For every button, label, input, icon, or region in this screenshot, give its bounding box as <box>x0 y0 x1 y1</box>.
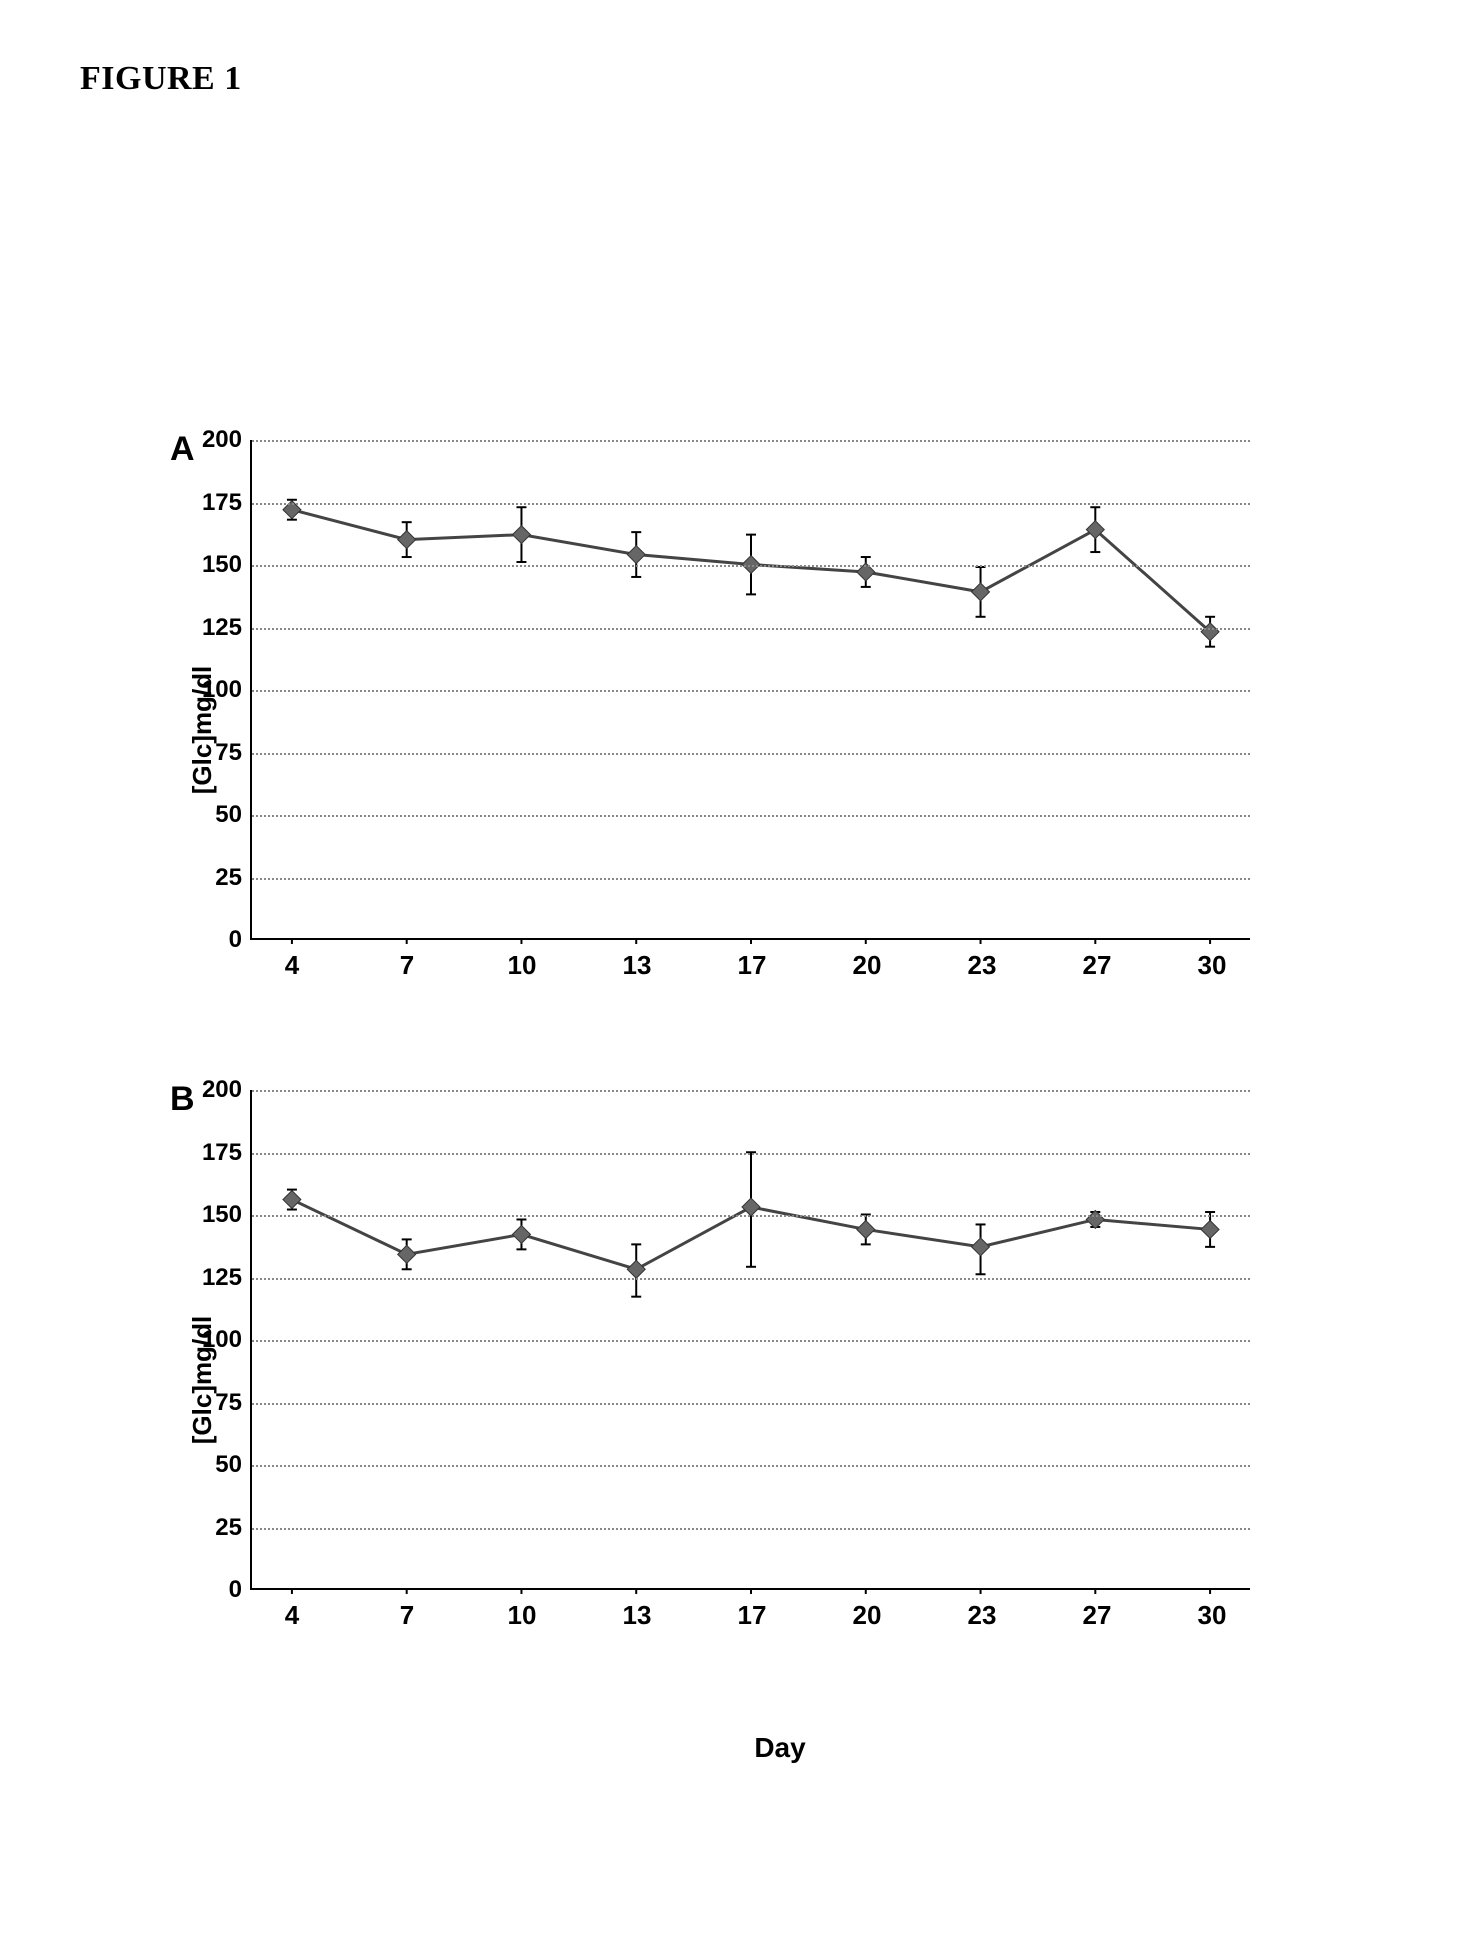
figure-page: FIGURE 1 A [Glc]mg/dl 025507510012515017… <box>0 0 1474 1946</box>
figure-title: FIGURE 1 <box>80 60 1414 98</box>
panel-label-b: B <box>170 1080 195 1119</box>
y-tick-label: 50 <box>215 1451 242 1479</box>
x-tick-label: 17 <box>738 1600 767 1631</box>
y-tick-label: 75 <box>215 739 242 767</box>
chart-svg-b <box>252 1090 1250 1588</box>
grid-line <box>252 1153 1250 1155</box>
grid-line <box>252 565 1250 567</box>
data-marker <box>857 1220 875 1238</box>
grid-line <box>252 503 1250 505</box>
y-tick-label: 200 <box>202 426 242 454</box>
chart-panel-b: B [Glc]mg/dl 025507510012515017520047101… <box>230 1090 1330 1670</box>
data-marker <box>742 1198 760 1216</box>
x-tick-label: 4 <box>285 950 299 981</box>
data-marker <box>1086 1211 1104 1229</box>
grid-line <box>252 1465 1250 1467</box>
x-tick-label: 23 <box>968 1600 997 1631</box>
data-marker <box>1201 1220 1219 1238</box>
data-marker <box>972 1238 990 1256</box>
y-tick-label: 25 <box>215 1514 242 1542</box>
y-tick-label: 150 <box>202 1201 242 1229</box>
grid-line <box>252 1090 1250 1092</box>
data-marker <box>512 526 530 544</box>
plot-area-a: 02550751001251501752004710131720232730 <box>250 440 1250 940</box>
x-tick-label: 20 <box>853 950 882 981</box>
x-tick-label: 30 <box>1198 950 1227 981</box>
grid-line <box>252 1403 1250 1405</box>
grid-line <box>252 1215 1250 1217</box>
x-tick-label: 20 <box>853 1600 882 1631</box>
plot-area-b: 02550751001251501752004710131720232730 <box>250 1090 1250 1590</box>
grid-line <box>252 878 1250 880</box>
y-tick-label: 100 <box>202 1326 242 1354</box>
chart-panel-a: A [Glc]mg/dl 025507510012515017520047101… <box>230 440 1330 1020</box>
x-tick-label: 27 <box>1083 950 1112 981</box>
y-tick-label: 75 <box>215 1389 242 1417</box>
x-tick-label: 4 <box>285 1600 299 1631</box>
grid-line <box>252 690 1250 692</box>
grid-line <box>252 753 1250 755</box>
x-tick-label: 13 <box>623 950 652 981</box>
chart-svg-a <box>252 440 1250 938</box>
grid-line <box>252 440 1250 442</box>
data-marker <box>398 531 416 549</box>
y-tick-label: 0 <box>229 1576 242 1604</box>
grid-line <box>252 1528 1250 1530</box>
y-tick-label: 0 <box>229 926 242 954</box>
data-marker <box>627 546 645 564</box>
x-tick-label: 7 <box>400 950 414 981</box>
x-tick-label: 23 <box>968 950 997 981</box>
y-tick-label: 125 <box>202 614 242 642</box>
panel-label-a: A <box>170 430 195 469</box>
x-tick-label: 7 <box>400 1600 414 1631</box>
x-axis-label: Day <box>754 1732 805 1764</box>
data-marker <box>398 1245 416 1263</box>
y-tick-label: 125 <box>202 1264 242 1292</box>
x-tick-label: 17 <box>738 950 767 981</box>
y-tick-label: 150 <box>202 551 242 579</box>
y-tick-label: 175 <box>202 1139 242 1167</box>
x-tick-label: 30 <box>1198 1600 1227 1631</box>
x-tick-label: 10 <box>508 950 537 981</box>
y-tick-label: 50 <box>215 801 242 829</box>
x-tick-label: 13 <box>623 1600 652 1631</box>
grid-line <box>252 628 1250 630</box>
x-tick-label: 10 <box>508 1600 537 1631</box>
data-marker <box>627 1260 645 1278</box>
y-tick-label: 175 <box>202 489 242 517</box>
data-marker <box>972 583 990 601</box>
y-tick-label: 200 <box>202 1076 242 1104</box>
charts-container: A [Glc]mg/dl 025507510012515017520047101… <box>230 440 1370 1740</box>
grid-line <box>252 815 1250 817</box>
grid-line <box>252 1278 1250 1280</box>
y-tick-label: 100 <box>202 676 242 704</box>
y-tick-label: 25 <box>215 864 242 892</box>
data-marker <box>512 1225 530 1243</box>
x-tick-label: 27 <box>1083 1600 1112 1631</box>
grid-line <box>252 1340 1250 1342</box>
data-marker <box>283 1191 301 1209</box>
